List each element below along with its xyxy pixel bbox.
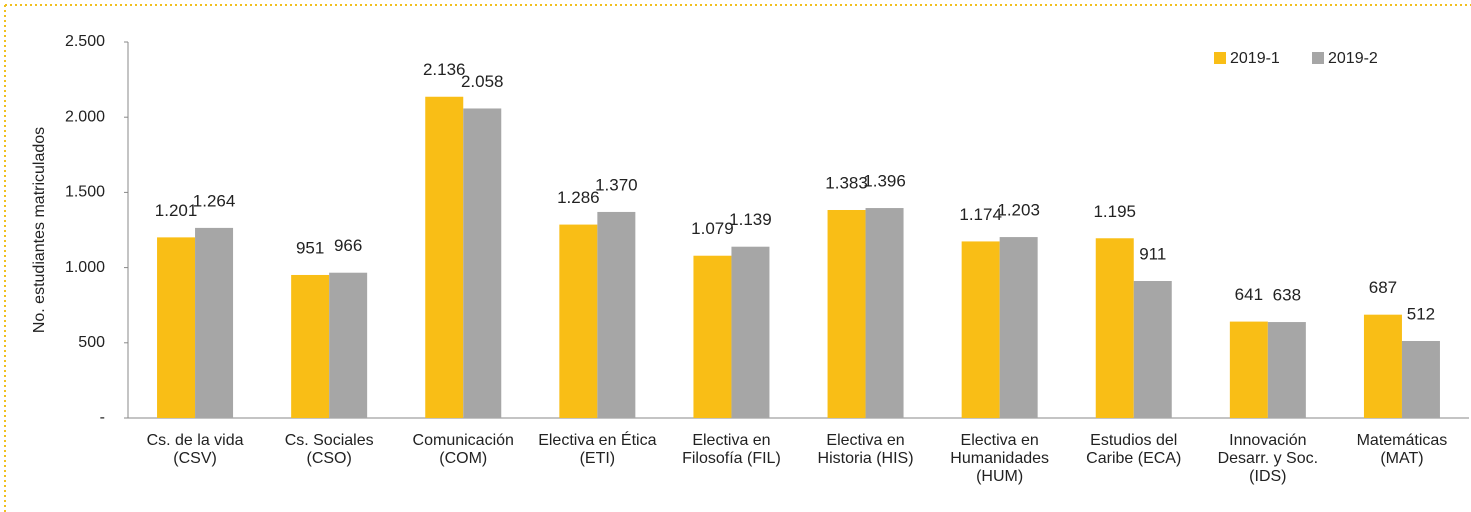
legend-label: 2019-1 <box>1230 50 1280 67</box>
y-tick-label: 1.500 <box>65 184 105 201</box>
bar <box>463 108 502 418</box>
value-label: 966 <box>334 236 362 255</box>
bar <box>961 241 1000 418</box>
x-tick-label: Innovación <box>1229 432 1306 449</box>
bar <box>1401 340 1440 418</box>
value-label: 638 <box>1273 286 1301 305</box>
bar <box>1133 280 1172 418</box>
x-tick-label: (COM) <box>439 450 487 467</box>
x-tick-label: Matemáticas <box>1357 432 1448 449</box>
x-tick-label: (CSO) <box>306 450 351 467</box>
bar <box>329 272 368 418</box>
value-label: 951 <box>296 238 324 257</box>
x-tick-label: (IDS) <box>1249 468 1286 485</box>
x-tick-label: Electiva en Ética <box>538 430 656 449</box>
value-label: 1.203 <box>997 201 1040 220</box>
bar <box>597 211 636 418</box>
value-label: 1.396 <box>863 172 906 191</box>
value-label: 641 <box>1235 285 1263 304</box>
value-label: 1.286 <box>557 188 600 207</box>
bar <box>559 224 598 418</box>
bar <box>1229 321 1268 418</box>
y-tick-label: - <box>100 409 105 426</box>
x-tick-label: Electiva en <box>826 432 904 449</box>
bar <box>425 96 464 418</box>
value-label: 1.370 <box>595 175 638 194</box>
bar <box>1363 314 1402 418</box>
x-tick-label: Humanidades <box>950 450 1049 467</box>
y-tick-label: 500 <box>78 334 105 351</box>
x-tick-label: Electiva en <box>961 432 1039 449</box>
legend-swatch <box>1214 52 1226 64</box>
value-label: 1.264 <box>193 191 236 210</box>
y-tick-label: 1.000 <box>65 259 105 276</box>
value-label: 2.136 <box>423 60 466 79</box>
bar <box>693 255 732 418</box>
bar <box>291 274 330 418</box>
y-tick-label: 2.000 <box>65 108 105 125</box>
bar <box>731 246 770 418</box>
value-label: 687 <box>1369 278 1397 297</box>
value-label: 2.058 <box>461 72 504 91</box>
x-tick-label: Historia (HIS) <box>818 450 914 467</box>
x-tick-label: (HUM) <box>976 468 1023 485</box>
x-tick-label: Electiva en <box>692 432 770 449</box>
x-tick-label: Filosofía (FIL) <box>682 450 781 467</box>
value-label: 1.174 <box>959 205 1002 224</box>
x-tick-label: Cs. Sociales <box>285 432 374 449</box>
value-label: 1.201 <box>155 201 198 220</box>
value-label: 512 <box>1407 304 1435 323</box>
x-tick-label: (CSV) <box>173 450 217 467</box>
legend-swatch <box>1312 52 1324 64</box>
x-tick-label: Caribe (ECA) <box>1086 450 1181 467</box>
value-label: 1.079 <box>691 219 734 238</box>
bar <box>1267 322 1306 418</box>
legend-label: 2019-2 <box>1328 50 1378 67</box>
bar <box>865 208 904 418</box>
x-tick-label: (MAT) <box>1380 450 1423 467</box>
x-tick-label: Cs. de la vida <box>147 432 244 449</box>
bar <box>827 209 866 418</box>
value-label: 1.383 <box>825 173 868 192</box>
value-label: 911 <box>1139 244 1166 263</box>
x-tick-label: Comunicación <box>413 432 514 449</box>
x-tick-label: (ETI) <box>580 450 616 467</box>
y-axis-label: No. estudiantes matriculados <box>31 127 48 333</box>
x-tick-label: Desarr. y Soc. <box>1218 450 1318 467</box>
x-tick-label: Estudios del <box>1090 432 1177 449</box>
value-label: 1.139 <box>729 210 772 229</box>
bar <box>999 237 1038 418</box>
bar <box>1095 238 1134 418</box>
y-tick-label: 2.500 <box>65 33 105 50</box>
bar <box>157 237 196 418</box>
bar <box>195 227 234 418</box>
value-label: 1.195 <box>1093 202 1136 221</box>
